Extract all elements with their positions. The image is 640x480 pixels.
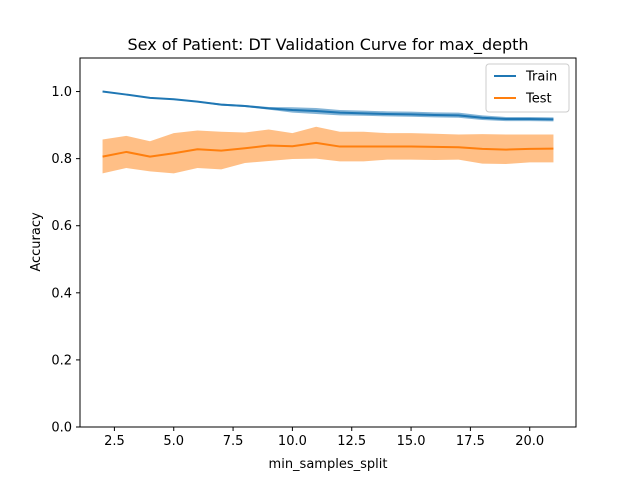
plot-area [102,90,554,174]
axes-frame [79,57,577,428]
y-tick-label: 0.0 [51,421,72,436]
chart-title: Sex of Patient: DT Validation Curve for … [127,35,528,55]
y-tick-label: 0.4 [51,286,72,301]
x-tick-label: 2.5 [104,434,125,449]
y-tick-label: 0.6 [51,219,72,234]
x-tick-label: 7.5 [223,434,244,449]
test-confidence-band [102,126,554,174]
x-tick-label: 12.5 [337,434,366,449]
x-tick-label: 15.0 [397,434,426,449]
train-series-line [102,90,554,121]
x-tick-label: 20.0 [515,434,544,449]
legend-label-test: Test [525,92,552,107]
x-axis-label: min_samples_split [269,457,388,472]
x-tick-label: 17.5 [456,434,485,449]
y-axis-label: Accuracy [29,212,44,272]
y-tick-label: 0.8 [51,152,72,167]
legend: Train Test [485,63,570,113]
y-tick-label: 0.2 [51,353,72,368]
legend-label-train: Train [525,70,557,85]
x-tick-label: 5.0 [163,434,184,449]
x-tick-label: 10.0 [278,434,307,449]
train-confidence-band [102,91,554,122]
y-tick-label: 1.0 [51,85,72,100]
axes: 2.5 5.0 7.5 10.0 12.5 15.0 17.5 20.0 0.0 0.2 0.4 0.… [51,57,577,449]
test-series-line [102,141,554,158]
